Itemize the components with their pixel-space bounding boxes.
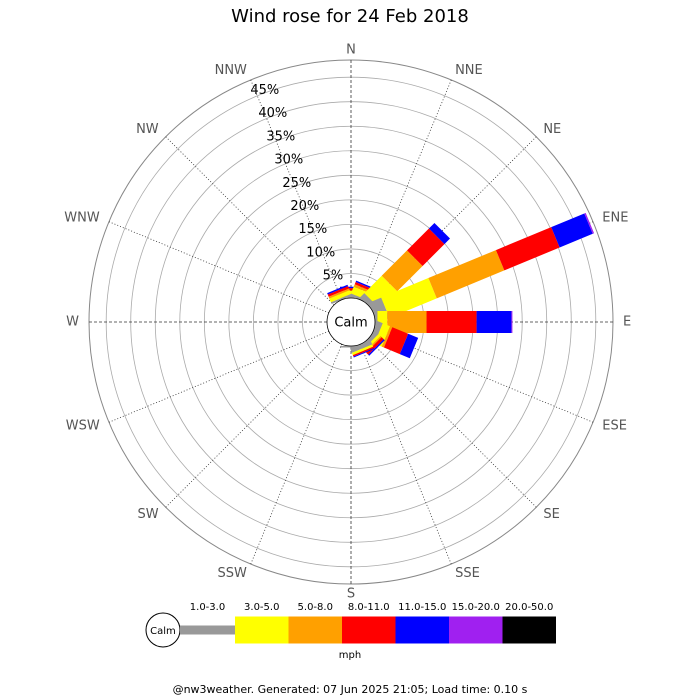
bar-segment	[428, 222, 451, 245]
bar-segment	[511, 311, 513, 333]
bar-segment	[426, 311, 477, 333]
legend-swatch	[288, 616, 342, 644]
legend-label: 3.0-5.0	[244, 602, 279, 613]
direction-line	[108, 330, 329, 423]
bar-segment	[584, 212, 595, 234]
direction-label: WSW	[66, 419, 100, 434]
direction-label: ENE	[602, 210, 628, 225]
legend-swatch	[180, 625, 235, 635]
direction-label: SSE	[455, 566, 480, 581]
direction-line	[165, 136, 335, 306]
bar-segment	[381, 278, 437, 318]
bar-segment	[476, 311, 512, 333]
r-tick-label: 35%	[266, 129, 295, 144]
direction-label: ESE	[602, 419, 627, 434]
bar-segment	[340, 346, 362, 348]
direction-label: NNE	[455, 63, 483, 78]
chart-title: Wind rose for 24 Feb 2018	[231, 6, 469, 27]
legend-swatch	[502, 616, 556, 644]
bar-segment	[551, 213, 593, 248]
r-tick-label: 10%	[306, 245, 335, 260]
direction-line	[367, 338, 537, 508]
direction-label: SE	[543, 507, 559, 522]
direction-label: S	[347, 587, 355, 602]
units-label: mph	[339, 650, 361, 661]
legend-swatch	[395, 616, 449, 644]
direction-label: N	[346, 43, 356, 58]
legend-swatch	[449, 616, 503, 644]
direction-label: WNW	[64, 210, 100, 225]
bar-segment	[328, 288, 350, 299]
legend-swatch	[342, 616, 396, 644]
r-tick-label: 30%	[274, 153, 303, 168]
legend-label: 20.0-50.0	[505, 602, 553, 613]
bar-segment	[351, 344, 374, 356]
legend-swatch	[235, 616, 289, 644]
bar-segment	[353, 348, 375, 358]
r-tick-label: 25%	[282, 176, 311, 191]
direction-label: NE	[543, 122, 561, 137]
bar-segment	[381, 326, 393, 348]
legend-calm-label: Calm	[150, 626, 176, 637]
r-tick-label: 20%	[290, 199, 319, 214]
bar-segment	[495, 227, 560, 271]
legend-label: 11.0-15.0	[398, 602, 446, 613]
direction-label: SSW	[218, 566, 248, 581]
bar-segment	[327, 284, 349, 295]
direction-line	[250, 79, 343, 300]
bar-segment	[399, 333, 419, 359]
direction-label: NW	[136, 122, 159, 137]
bar-segment	[407, 228, 445, 266]
r-tick-label: 45%	[250, 83, 279, 98]
bar-segment	[364, 275, 398, 309]
direction-line	[359, 344, 452, 565]
bar-segment	[428, 250, 505, 299]
bar-segment	[387, 311, 427, 333]
bar-segment	[381, 250, 423, 292]
calm-circle	[326, 297, 376, 347]
bar-segment	[327, 286, 349, 297]
bar-segment	[368, 339, 385, 356]
direction-label: NNW	[215, 63, 247, 78]
calm-label: Calm	[334, 316, 367, 331]
r-tick-label: 5%	[323, 269, 344, 284]
direction-line	[359, 79, 452, 300]
direction-line	[108, 221, 329, 314]
bar-segment	[329, 290, 352, 303]
legend-label: 8.0-11.0	[348, 602, 390, 613]
legend-label: 1.0-3.0	[190, 602, 225, 613]
direction-label: W	[66, 315, 79, 330]
direction-label: E	[623, 315, 631, 330]
bar-segment	[383, 327, 409, 355]
r-tick-label: 40%	[258, 106, 287, 121]
direction-line	[165, 338, 335, 508]
legend-label: 15.0-20.0	[452, 602, 500, 613]
bar-segment	[352, 346, 374, 357]
bar-segment	[330, 293, 352, 305]
direction-label: SW	[138, 507, 159, 522]
legend-label: 5.0-8.0	[298, 602, 333, 613]
direction-line	[250, 344, 343, 565]
footer: @nw3weather. Generated: 07 Jun 2025 21:0…	[173, 683, 528, 696]
